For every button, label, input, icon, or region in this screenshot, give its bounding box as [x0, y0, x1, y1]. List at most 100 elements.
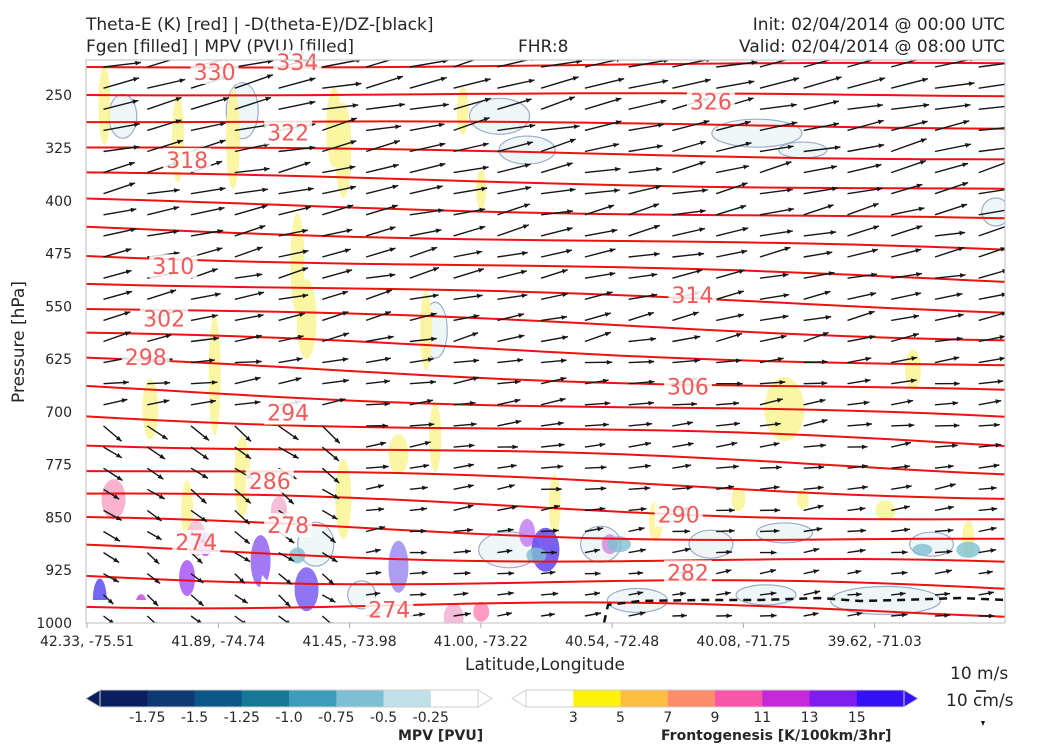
wind-vector-head [292, 434, 299, 440]
wind-vector-head [747, 97, 754, 102]
wind-vector [103, 228, 137, 237]
wind-vector-head [177, 139, 183, 145]
wind-vector-head [112, 577, 119, 583]
wind-vector [716, 142, 752, 153]
wind-vector-head [173, 229, 179, 235]
wind-vector-head [783, 293, 790, 298]
wind-vector [934, 143, 972, 153]
theta-e-labels-layer: 334 330 326 322 318 314 310 306 302 298 294 290 286 2… [121, 50, 735, 624]
wind-vector-head [698, 251, 705, 257]
wind-vector-head [133, 77, 139, 82]
wind-vector-head [506, 548, 513, 554]
wind-vector-head [733, 464, 739, 470]
wind-vector-head [594, 571, 601, 576]
wind-vector-head [344, 248, 351, 253]
wind-vector-head [733, 401, 740, 406]
wind-vector-head [699, 161, 706, 166]
wind-vector-head [751, 60, 758, 65]
wind-vector [409, 185, 443, 195]
wind-vector-head [956, 336, 963, 342]
wind-vector-head [865, 356, 872, 362]
wind-vector-head [482, 142, 489, 147]
wind-vector-head [915, 291, 922, 297]
wind-vector-head [831, 165, 837, 170]
colorbar-tick-label: -1.5 [181, 710, 208, 726]
wind-vector-head [552, 591, 559, 597]
wind-vector-head [386, 289, 392, 294]
wind-vector-head [126, 290, 133, 296]
frontogenesis-region [456, 86, 469, 135]
wind-vector [847, 144, 885, 153]
wind-vector-head [511, 505, 518, 510]
wind-vector-head [431, 247, 438, 252]
wind-vector-head [256, 272, 263, 278]
wind-vector-head [594, 591, 600, 596]
wind-vector-head [384, 379, 390, 384]
wind-vector-head [211, 268, 218, 273]
wind-vector-head [609, 271, 616, 277]
wind-vector-head [658, 123, 664, 128]
wind-vector-head [787, 229, 793, 234]
wind-vector-head [813, 547, 820, 553]
wind-vector-head [216, 161, 223, 166]
wind-vector [103, 208, 137, 216]
wind-vector [978, 105, 1005, 110]
wind-vector-head [292, 453, 299, 459]
wind-vector-head [389, 226, 396, 231]
wind-vector [453, 142, 489, 153]
frontogenesis-region [420, 290, 433, 371]
y-tick-label: 700 [45, 405, 72, 421]
wind-vector-head [399, 102, 405, 108]
wind-vector-head [350, 185, 356, 191]
wind-vector-head [506, 611, 512, 617]
wind-vector-head [1013, 60, 1019, 65]
wind-vector-head [872, 203, 879, 208]
wind-vector-head [905, 484, 912, 490]
wind-vector [322, 140, 357, 153]
wind-vector-head [699, 140, 706, 146]
vertical-reference-arrow [981, 721, 985, 726]
theta-e-label-background [663, 374, 712, 399]
wind-vector-head [599, 442, 606, 448]
wind-vector-head [869, 335, 876, 340]
wind-vector-head [309, 77, 316, 82]
wind-vector-head [959, 230, 966, 236]
wind-vector-head [740, 205, 747, 210]
y-tick-label: 325 [45, 141, 72, 157]
wind-vector-head [342, 357, 349, 362]
colorbar-tick-label: 11 [753, 710, 771, 726]
wind-vector-head [774, 507, 781, 513]
wind-vector-head [482, 165, 489, 171]
init-time-label: Init: 02/04/2014 @ 00:00 UTC [752, 15, 1005, 35]
wind-vector-head [430, 379, 436, 385]
theta-e-label-background [668, 283, 717, 308]
wind-vector-head [239, 578, 245, 584]
wind-vector-head [782, 314, 789, 320]
wind-vector-head [696, 269, 703, 274]
wind-vector [147, 139, 184, 153]
y-tick-label: 1000 [36, 616, 72, 632]
theta-e-label: 310 [152, 255, 194, 280]
wind-vector-head [833, 100, 839, 105]
wind-vector-head [958, 246, 965, 252]
wind-vector-head [133, 145, 140, 150]
wind-vector-head [748, 80, 755, 85]
wind-vector-head [197, 577, 204, 583]
wind-vector-head [962, 162, 969, 168]
wind-vector [234, 74, 274, 89]
wind-vector-head [467, 527, 473, 533]
wind-vector-head [507, 527, 514, 533]
wind-vector-head [597, 526, 604, 532]
wind-vector-head [604, 401, 611, 406]
wind-vector [409, 163, 446, 174]
wind-vector-head [295, 377, 302, 382]
theta-e-contour [86, 146, 1005, 161]
wind-vector-head [856, 592, 862, 597]
wind-vector-head [175, 97, 182, 102]
wind-vector-head [901, 570, 908, 576]
plot-frame [85, 59, 1006, 624]
wind-vector-head [173, 206, 180, 211]
wind-vector-head [904, 464, 911, 469]
wind-vector-head [999, 335, 1005, 340]
